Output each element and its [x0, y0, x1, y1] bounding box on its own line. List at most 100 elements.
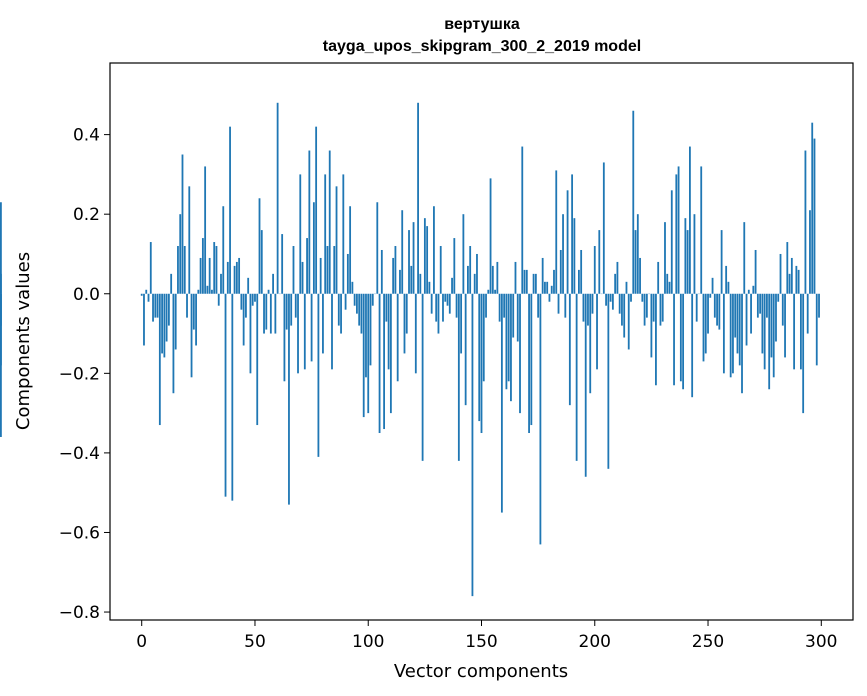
bar-144: [467, 265, 469, 294]
bar-75: [310, 293, 313, 362]
bar-102: [371, 293, 374, 306]
plot-frame: [109, 62, 854, 621]
bar-76: [312, 202, 315, 294]
bar-201: [596, 293, 598, 370]
bar-190: [571, 174, 574, 294]
bar-135: [446, 293, 449, 306]
bar-89: [342, 174, 345, 294]
bar-124: [421, 293, 424, 461]
bar-25: [197, 289, 200, 294]
bar-48: [249, 293, 252, 374]
bar-254: [716, 293, 718, 326]
bar-235: [673, 293, 675, 386]
bar-206: [607, 293, 610, 469]
bar-299: [818, 293, 820, 318]
bar-84: [331, 293, 333, 370]
bar-164: [512, 293, 515, 338]
bar-80: [322, 293, 324, 354]
bar-138: [453, 238, 456, 294]
bar-279: [772, 293, 775, 378]
bar-51: [256, 293, 259, 426]
y-tick-label-5: 0.2: [73, 205, 100, 225]
bar-167: [519, 293, 521, 414]
bar-207: [609, 293, 612, 302]
bar-14: [172, 293, 175, 394]
x-tick-label-300: 300: [805, 632, 837, 652]
y-tick-label-1: −0.6: [59, 523, 100, 543]
bar-291: [799, 293, 802, 370]
bar-150: [480, 293, 483, 434]
bar-9: [161, 293, 163, 354]
bar-62: [281, 234, 284, 294]
bar-18: [181, 154, 184, 294]
bar-280: [775, 293, 777, 342]
bar-100: [367, 293, 370, 414]
bar-296: [811, 122, 814, 294]
bar-225: [650, 293, 653, 358]
bar-4: [149, 242, 152, 294]
bar-92: [349, 206, 352, 294]
bar-283: [781, 293, 784, 326]
bar-287: [790, 257, 793, 294]
bar-249: [704, 293, 707, 354]
bar-68: [294, 293, 297, 318]
bar-10: [163, 293, 166, 358]
bar-139: [455, 293, 458, 318]
bar-20: [186, 293, 188, 318]
bar-134: [444, 293, 447, 302]
bar-6: [154, 293, 157, 318]
bar-97: [360, 293, 363, 334]
bar-8: [158, 293, 161, 426]
bar-195: [582, 293, 585, 322]
bar-145: [469, 246, 472, 294]
bar-35: [220, 273, 222, 294]
bar-192: [575, 293, 578, 461]
axis-ticks: 0 50 100 150 200 250 300 −0.8 −0.6 −0.4 −0.2 0.0 0.2…: [59, 126, 838, 652]
bar-28: [204, 166, 207, 294]
bar-273: [759, 293, 762, 314]
bar-71: [301, 261, 304, 294]
bar-198: [589, 293, 592, 394]
bar-267: [745, 293, 748, 346]
bar-295: [809, 210, 811, 294]
y-axis-label: Components values: [13, 252, 34, 430]
bar-252: [711, 277, 714, 294]
bar-260: [729, 293, 732, 378]
bar-66: [290, 293, 293, 326]
bar-1: [143, 293, 145, 346]
bar-64: [285, 293, 288, 330]
bar-73: [306, 238, 308, 294]
bar-112: [394, 246, 397, 294]
bar-15: [174, 293, 177, 350]
bar-70: [299, 174, 302, 294]
bar-50: [254, 293, 256, 302]
bar-276: [766, 293, 768, 318]
bar-121: [414, 293, 417, 374]
bar-129: [433, 206, 435, 294]
bar-177: [541, 257, 544, 294]
bar-162: [507, 293, 510, 382]
bar-239: [682, 293, 685, 390]
bar-286: [788, 273, 791, 294]
bar-81: [324, 174, 327, 294]
bar-218: [634, 230, 637, 294]
bar-147: [473, 273, 476, 294]
bar-159: [500, 293, 503, 513]
bar-126: [426, 226, 429, 294]
bar-93: [351, 281, 354, 294]
bar-122: [417, 102, 419, 294]
bar-188: [566, 190, 569, 294]
bar-74: [308, 150, 311, 294]
bar-91: [346, 253, 349, 294]
chart-title-line-1: вертушка: [444, 16, 520, 33]
bar-107: [383, 293, 385, 430]
bar-156: [494, 289, 496, 294]
bar-298: [815, 293, 818, 366]
bar-281: [777, 293, 780, 302]
bar-270: [752, 285, 755, 294]
bar-181: [550, 285, 553, 294]
chart-title-line-2: tayga_upos_skipgram_300_2_2019 model: [323, 38, 641, 55]
bar-105: [378, 293, 381, 434]
bar-108: [385, 293, 388, 322]
bar-undefined: [0, 202, 2, 294]
